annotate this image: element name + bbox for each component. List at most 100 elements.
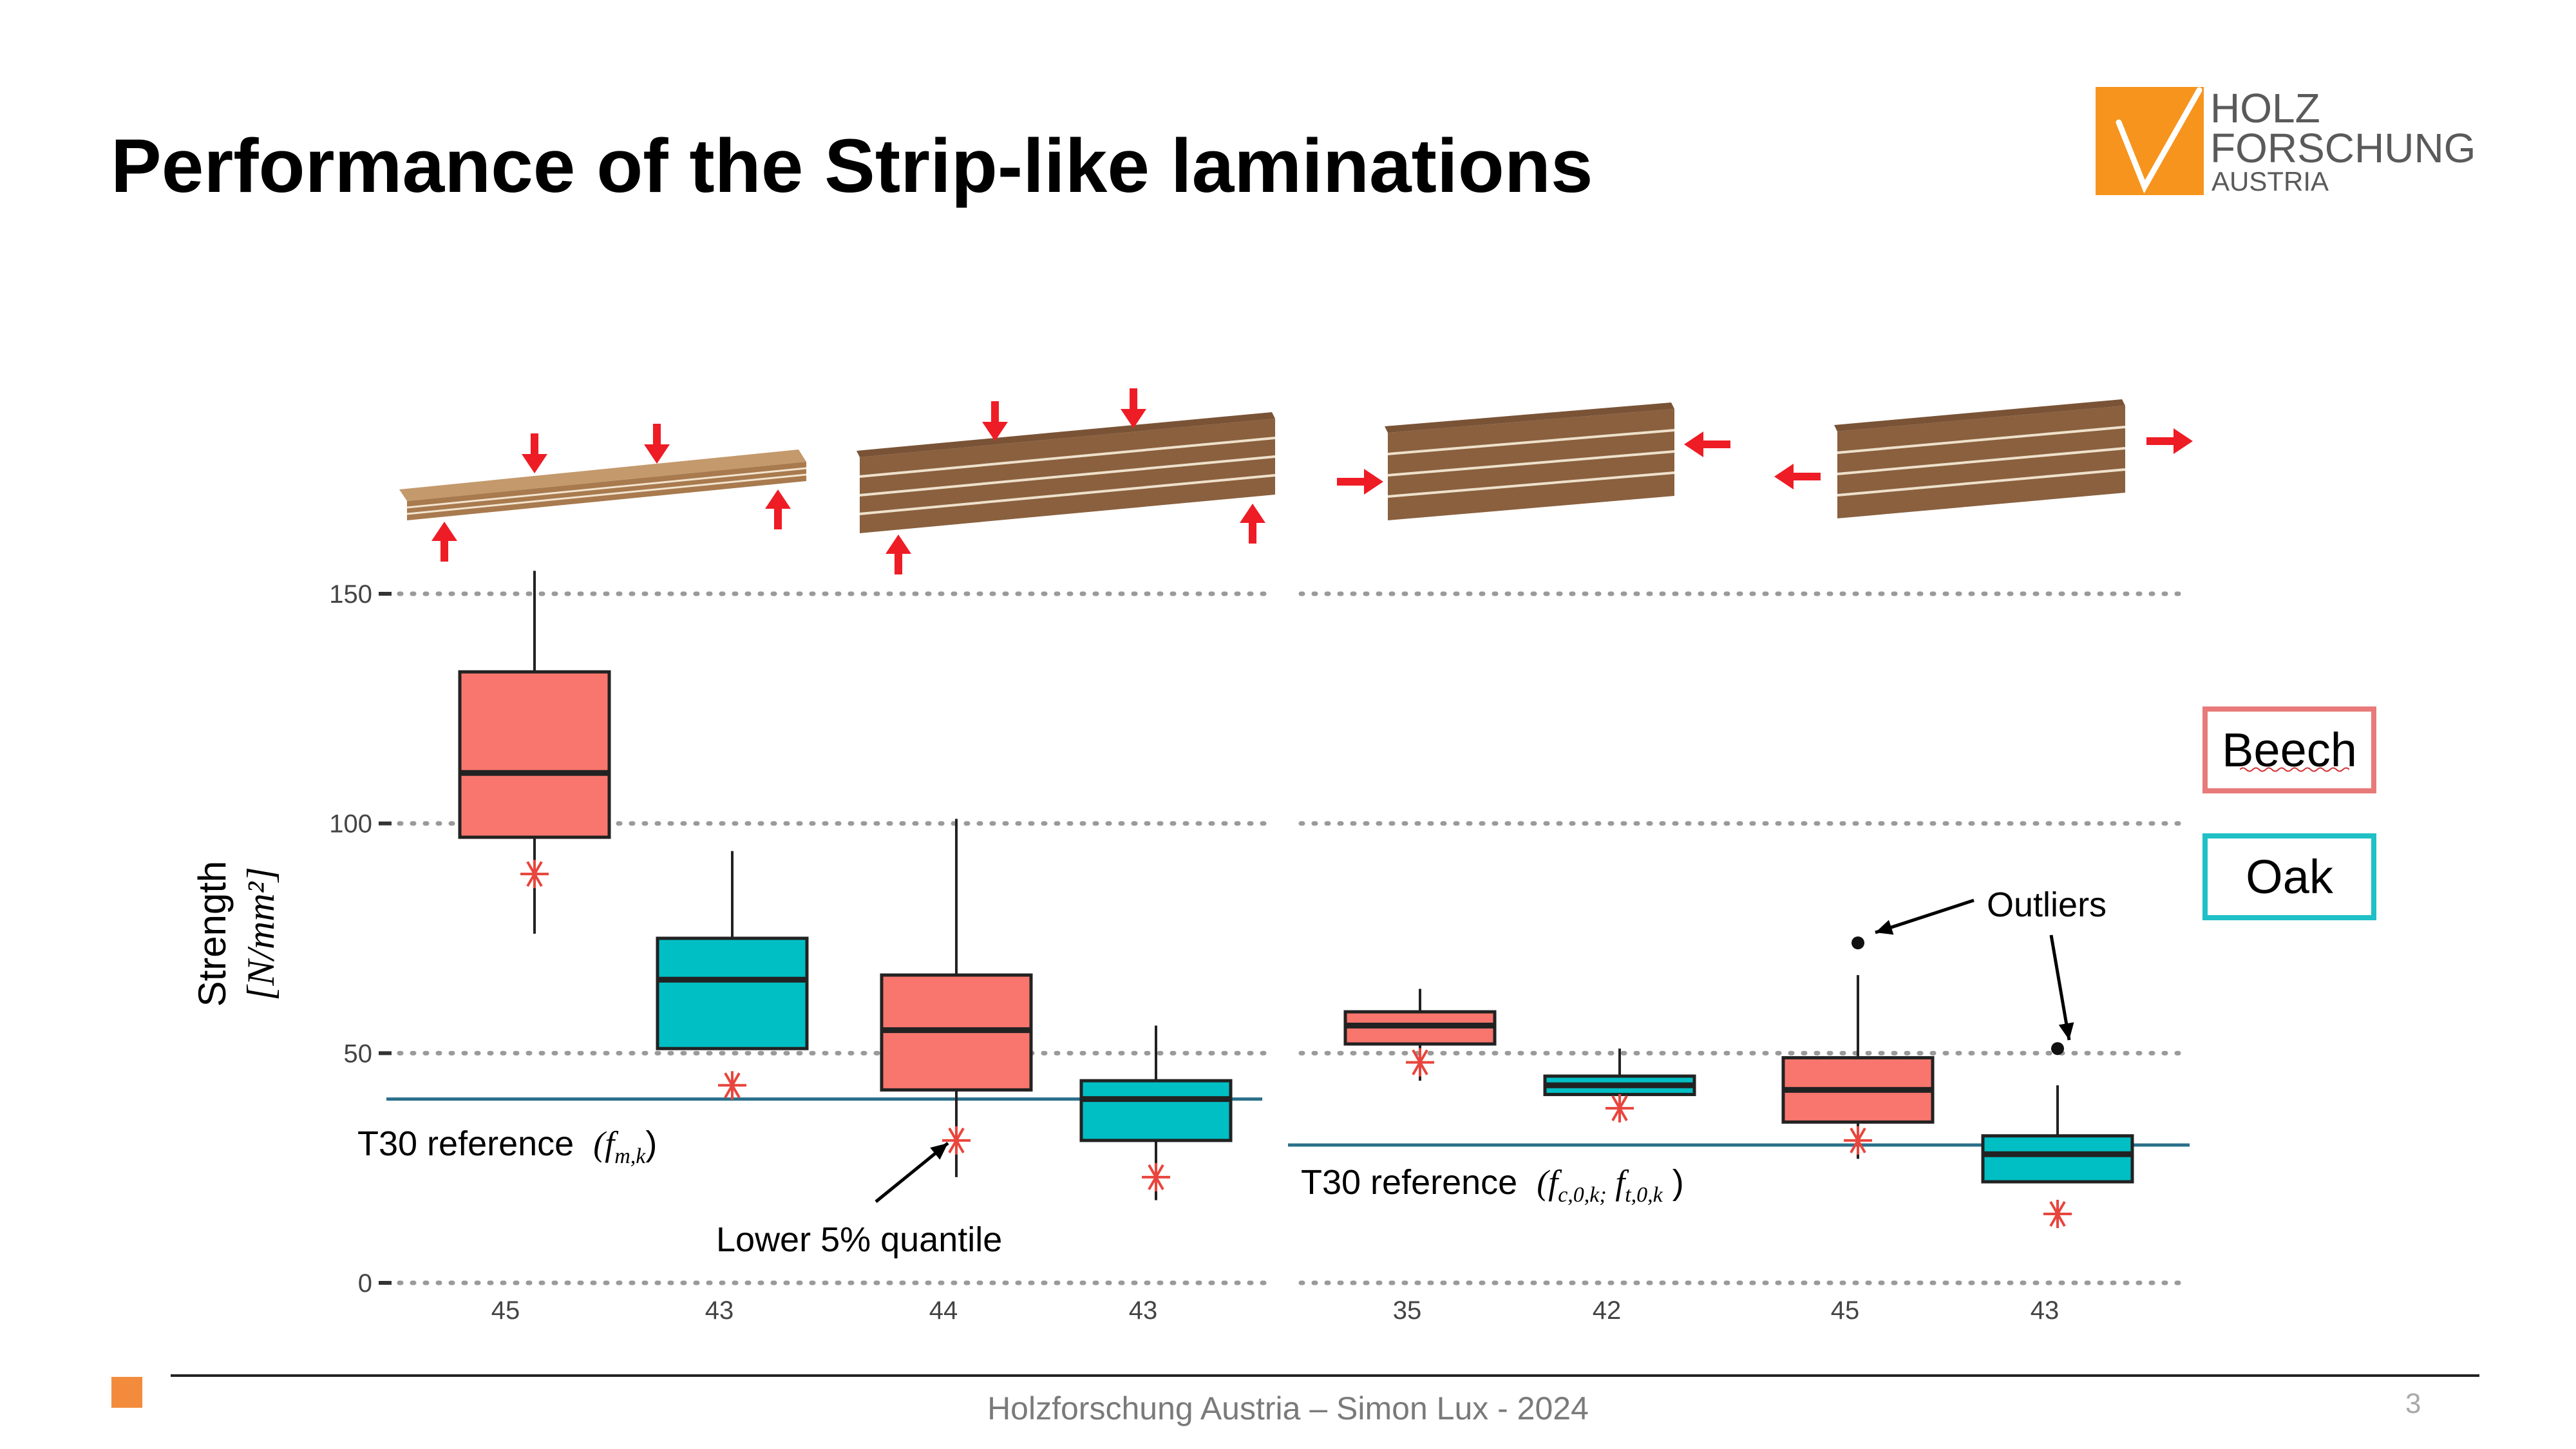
lower-5pct-marker [2043,1200,2072,1228]
t30-reference-axial-label: T30 reference (fc,0,k; ft,0,k ) [1301,1162,1684,1208]
lower-5pct-marker [1142,1162,1170,1191]
holzforschung-logo: HOLZ FORSCHUNG AUSTRIA [2096,85,2476,196]
outlier-arrow-oak [2049,934,2074,1041]
lower-5pct-marker [1406,1048,1434,1077]
t30-reference-bending-label: T30 reference (fm,k) [357,1124,657,1169]
block-lamella-line [1837,426,2126,454]
arrow-head [930,1143,948,1160]
load-arrow-head [2174,428,2193,454]
sample-size-label: 42 [1593,1296,1622,1325]
box-oak [656,851,809,1100]
outlier-arrow-beech [1875,898,1975,935]
block-top-face [1834,399,2125,431]
tension-arrow-right [2146,428,2193,454]
t30-axial-subscript-2: t,0,k [1625,1182,1663,1207]
t30-axial-text: T30 reference [1301,1163,1518,1202]
box-iqr [458,670,611,839]
load-illustrations [399,388,2193,574]
load-arrow-head [431,522,457,541]
t30-axial-symbol: (f [1537,1163,1558,1202]
page-number: 3 [2405,1388,2421,1419]
load-arrow-down [644,424,670,464]
block-compression [1385,402,1675,520]
outliers-label: Outliers [1987,886,2107,924]
outlier-point [1852,936,1864,950]
lower-quantile-label: Lower 5% quantile [716,1220,1003,1259]
block-top-face [1385,402,1674,433]
box-iqr [1981,1134,2134,1184]
footer-divider [171,1374,2479,1377]
beam-lamella-line [859,474,1276,515]
t30-bending-symbol: (f [593,1124,615,1163]
t30-axial-subscript-1: c,0,k; [1558,1182,1607,1207]
footer-accent-square [111,1377,142,1408]
beam-top-face [857,412,1275,457]
logo-line-holz: HOLZ [2210,85,2320,131]
support-arrow-up [886,535,911,574]
load-arrow-head [982,422,1008,441]
plot-area: 0 50 100 150 Strength [N/mm²] 45 43 44 43 35 42 45 43 [191,571,2192,1325]
lower-5pct-marker [1605,1094,1634,1122]
box-oak [1981,1042,2134,1228]
spellcheck-squiggle [2240,767,2349,772]
load-arrow-down [982,401,1008,441]
load-arrow-head [522,454,547,473]
lower-quantile-arrow [875,1142,949,1203]
legend-oak-label: Oak [2246,850,2333,904]
box-oak [1543,1048,1696,1122]
load-arrow-down [522,433,547,473]
box-beech [1343,989,1497,1081]
load-arrow-down [1121,388,1146,428]
y-tick-label: 150 [329,580,372,609]
lower-5pct-marker [1844,1126,1872,1155]
y-tick-label: 0 [358,1269,372,1298]
box-iqr [656,936,809,1050]
box-beech [458,571,611,934]
y-tick-label: 50 [344,1039,373,1068]
sample-size-label: 43 [1129,1296,1158,1325]
block-lamella-line [1837,447,2126,475]
y-axis-unit: [N/mm²] [240,867,282,1001]
load-arrow-head [644,444,670,464]
footer-text: Holzforschung Austria – Simon Lux - 2024 [987,1390,1589,1426]
box-beech [1781,936,1935,1159]
sample-size-label: 43 [705,1296,734,1325]
beam-lamella-line [859,437,1276,478]
t30-bending-subscript: m,k [614,1144,646,1168]
sample-size-label: 45 [1831,1296,1860,1325]
outlier-point [2051,1042,2064,1056]
arrow-shaft [1875,898,1975,934]
sample-size-label: 45 [491,1296,520,1325]
load-arrow-head [1684,431,1703,457]
load-arrows [431,388,2193,574]
block-lamella-line [1837,468,2126,497]
box-oak [1079,1025,1233,1200]
load-arrow-head [1364,469,1383,495]
logo-line-forschung: FORSCHUNG [2210,125,2476,171]
t30-bending-text: T30 reference [357,1124,574,1163]
lower-5pct-marker [718,1071,746,1100]
load-arrow-head [1774,464,1794,489]
arrow-head [2058,1022,2074,1040]
legend-beech: Beech [2202,706,2376,793]
compression-arrow-left [1684,431,1730,457]
block-tension [1834,399,2126,518]
slide-title: Performance of the Strip-like lamination… [111,124,1593,209]
y-axis-label: Strength [191,861,234,1007]
legend-oak: Oak [2202,833,2376,920]
block-lamella-line [1387,450,1675,477]
t30-axial-close: ) [1662,1163,1684,1202]
tension-arrow-left [1774,464,1821,489]
block-lamella-line [1387,471,1675,498]
beam-lamella-line [859,455,1276,497]
support-arrow-up [1240,504,1265,544]
logo-check-mark [2116,87,2202,194]
beam-lamella-line [406,473,807,515]
logo-line-austria: AUSTRIA [2211,166,2329,196]
support-arrow-up [765,489,791,529]
load-arrow-head [1240,504,1265,523]
beam-top-face [399,450,806,501]
t30-axial-symbol-2: f [1606,1163,1625,1202]
sample-size-label: 43 [2031,1296,2060,1325]
